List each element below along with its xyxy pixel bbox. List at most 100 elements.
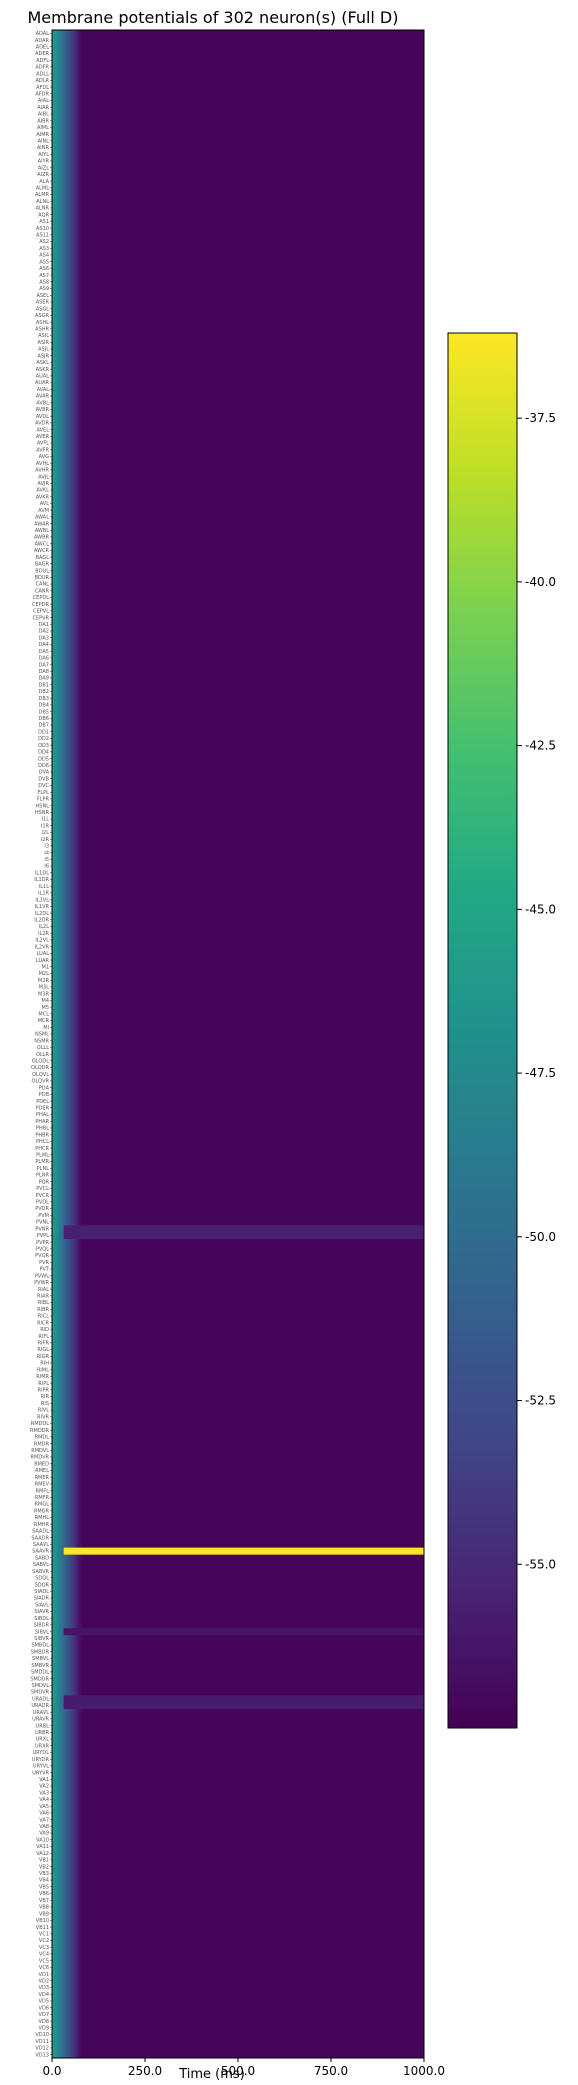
y-tick-label: RIPR — [38, 1388, 50, 1394]
y-tick-label: VA10 — [36, 1837, 49, 1843]
y-tick-label: DD1 — [38, 729, 49, 735]
y-tick-label: AQR — [38, 212, 49, 218]
y-tick-label: VD8 — [39, 2019, 49, 2025]
y-tick-label: HSNR — [35, 810, 50, 816]
heatmap-row — [63, 1232, 425, 1240]
y-tick-label: AVBR — [36, 407, 50, 413]
heatmap-background — [52, 30, 424, 2058]
y-tick-label: OLLL — [37, 1045, 50, 1051]
y-tick-label: VC3 — [39, 1945, 49, 1951]
y-tick-label: DVA — [39, 770, 50, 776]
y-tick-label: AUAL — [36, 374, 50, 380]
y-tick-label: VD3 — [39, 1985, 49, 1991]
y-tick-label: RIAL — [38, 1287, 49, 1293]
y-tick-label: RIPL — [38, 1381, 49, 1387]
y-tick-label: AUAR — [35, 380, 50, 386]
y-tick-label: DA1 — [39, 622, 49, 628]
y-tick-label: AS2 — [39, 239, 49, 245]
colorbar-tick-label: -37.5 — [525, 411, 556, 425]
y-tick-label: RIVL — [38, 1408, 49, 1414]
y-tick-label: AS9 — [39, 286, 49, 292]
y-tick-label: DA6 — [39, 656, 49, 662]
y-tick-label: ADEL — [36, 44, 49, 50]
y-tick-label: RIS — [41, 1401, 49, 1407]
y-tick-label: RMEV — [35, 1482, 50, 1488]
y-tick-label: DA4 — [39, 642, 49, 648]
y-tick-label: ADAR — [35, 38, 50, 44]
y-tick-label: AVFR — [36, 447, 49, 453]
y-tick-label: VA1 — [39, 1777, 49, 1783]
y-tick-label: RMHL — [35, 1515, 50, 1521]
y-tick-label: PVPL — [37, 1233, 49, 1239]
y-tick-label: PDB — [39, 1092, 50, 1098]
y-tick-label: AS8 — [39, 280, 49, 286]
y-tick-label: CANL — [36, 582, 50, 588]
y-tick-label: PDEL — [36, 1099, 49, 1105]
y-tick-label: ADLR — [35, 78, 49, 84]
y-tick-label: DVB — [38, 776, 49, 782]
y-tick-label: MI — [43, 1025, 49, 1031]
y-tick-label: PVWR — [34, 1280, 49, 1286]
y-tick-label: PHAL — [36, 1112, 49, 1118]
y-tick-label: DVC — [38, 783, 49, 789]
y-tick-label: VB5 — [39, 1884, 49, 1890]
y-tick-label: VB1 — [39, 1858, 49, 1864]
neuron-axis-ticks: ADALADARADELADERADFLADFRADLLADLRAFDLAFDR… — [30, 31, 52, 2058]
y-tick-label: VB8 — [39, 1905, 49, 1911]
y-tick-label: RMDVL — [31, 1448, 49, 1454]
y-tick-label: DB4 — [39, 703, 49, 709]
y-tick-label: PLML — [36, 1153, 49, 1159]
heatmap-row — [63, 1628, 425, 1636]
y-tick-label: SAAVL — [33, 1542, 49, 1548]
colorbar-tick-label: -45.0 — [525, 902, 556, 916]
y-tick-label: DA8 — [39, 669, 49, 675]
y-tick-label: VC2 — [39, 1938, 49, 1944]
y-tick-label: RMED — [34, 1461, 49, 1467]
y-tick-label: VD6 — [39, 2005, 49, 2011]
y-tick-label: AIYR — [38, 159, 50, 165]
y-tick-label: AS7 — [39, 273, 49, 279]
y-tick-label: PVCL — [36, 1186, 49, 1192]
heatmap-row — [63, 1547, 425, 1555]
y-tick-label: M3L — [39, 985, 49, 991]
y-tick-label: SIAVR — [34, 1609, 49, 1615]
y-tick-label: ASEL — [36, 293, 49, 299]
x-tick-label: 1000.0 — [403, 2064, 445, 2078]
y-tick-label: IL1R — [38, 891, 49, 897]
y-tick-label: RIGR — [37, 1354, 50, 1360]
y-tick-label: SIBDR — [34, 1623, 50, 1629]
heatmap-highlight-rows — [63, 1225, 425, 1710]
y-tick-label: URYDR — [32, 1757, 50, 1763]
y-tick-label: AS1 — [39, 219, 49, 225]
y-tick-label: VB3 — [39, 1871, 49, 1877]
y-tick-label: DB6 — [39, 716, 49, 722]
colorbar-ticks: -37.5 -40.0 -42.5 -45.0 -47.5 -50.0 -52.5 -55.0 — [517, 411, 556, 1571]
y-tick-label: M5 — [42, 1005, 50, 1011]
y-tick-label: VD2 — [39, 1978, 49, 1984]
y-tick-label: AFDL — [36, 85, 49, 91]
y-tick-label: IL1L — [39, 884, 49, 890]
x-tick-label: 750.0 — [314, 2064, 348, 2078]
y-tick-label: SMDDR — [30, 1676, 49, 1682]
y-tick-label: AVAL — [37, 387, 50, 393]
y-tick-label: AWCR — [34, 548, 50, 554]
y-tick-label: AVKR — [36, 494, 50, 500]
y-tick-label: PVWL — [35, 1273, 49, 1279]
y-tick-label: VD13 — [35, 2052, 49, 2058]
y-tick-label: URAVL — [33, 1710, 49, 1716]
y-tick-label: PHCL — [36, 1139, 49, 1145]
y-tick-label: CEPVL — [33, 609, 49, 615]
y-tick-label: AS11 — [36, 233, 49, 239]
y-tick-label: AVFL — [37, 441, 49, 447]
y-tick-label: ASER — [36, 300, 50, 306]
y-tick-label: VB6 — [39, 1891, 49, 1897]
y-tick-label: CEPDL — [33, 595, 50, 601]
y-tick-label: SIBVL — [35, 1629, 49, 1635]
y-tick-label: PHCR — [35, 1146, 49, 1152]
y-tick-label: OLQDR — [31, 1065, 50, 1071]
y-tick-label: URYVL — [33, 1764, 49, 1770]
y-tick-label: SIAVL — [35, 1602, 49, 1608]
y-tick-label: VA6 — [39, 1811, 49, 1817]
colorbar-tick-label: -50.0 — [525, 1230, 556, 1244]
y-tick-label: URBR — [35, 1730, 50, 1736]
